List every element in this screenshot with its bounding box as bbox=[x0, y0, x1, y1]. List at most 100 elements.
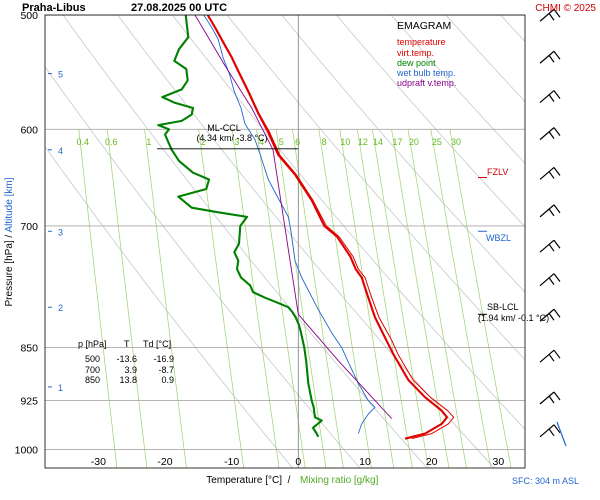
legend-item-temperature: temperature bbox=[397, 37, 446, 47]
mixing-ratio-line bbox=[391, 129, 450, 468]
datetime-title: 27.08.2025 00 UTC bbox=[131, 2, 227, 14]
altitude-tick-2: 2 bbox=[58, 303, 63, 313]
sfc-note: SFC: 304 m ASL bbox=[512, 476, 579, 486]
wind-barb-shaft bbox=[539, 50, 555, 64]
wind-barb-flag bbox=[548, 12, 555, 21]
wind-barb-flag bbox=[548, 94, 555, 102]
wind-barb bbox=[539, 166, 561, 180]
table-header-t: T bbox=[124, 339, 130, 349]
series-line-dew-point bbox=[157, 15, 323, 438]
wind-barb-shaft bbox=[539, 424, 555, 438]
temp-tick--10: -10 bbox=[224, 456, 239, 468]
wind-barb-shaft bbox=[539, 391, 555, 405]
y-axis-label: Pressure [hPa] / Altitude [km] bbox=[4, 177, 15, 306]
table-header-td: Td [°C] bbox=[143, 339, 171, 349]
pressure-tick-850: 850 bbox=[20, 343, 38, 355]
wind-barb-flag bbox=[548, 208, 555, 217]
wind-barb bbox=[539, 127, 561, 141]
wind-barb-flag bbox=[553, 273, 561, 283]
dry-adiabat bbox=[172, 15, 525, 430]
wind-barb-shaft bbox=[539, 273, 555, 287]
mixing-ratio-label: 30 bbox=[451, 137, 461, 147]
x-axis-label-mix: Mixing ratio [g/kg] bbox=[300, 475, 379, 486]
wind-barb bbox=[539, 421, 567, 447]
series-layer bbox=[157, 15, 455, 440]
mixing-ratio-label: 10 bbox=[340, 137, 350, 147]
wbzl-label: WBZL bbox=[486, 233, 511, 243]
wind-barb-shaft bbox=[539, 166, 555, 180]
pressure-tick-600: 600 bbox=[20, 124, 38, 136]
mixing-ratio-label: 0.4 bbox=[76, 137, 89, 147]
grid-layer bbox=[45, 15, 600, 468]
mixing-ratio-label: 12 bbox=[358, 137, 368, 147]
mixing-ratio-line bbox=[198, 129, 245, 468]
temp-tick--20: -20 bbox=[157, 456, 172, 468]
table-row-850-p: 850 bbox=[85, 375, 100, 385]
table-row-850-td: 0.9 bbox=[161, 375, 174, 385]
mixing-ratio-line bbox=[318, 129, 372, 468]
series-line-temperature bbox=[206, 15, 449, 440]
wind-barb bbox=[539, 90, 561, 104]
dry-adiabat bbox=[62, 15, 428, 468]
wind-barb-flag bbox=[548, 312, 555, 321]
dry-adiabat bbox=[555, 15, 600, 468]
wind-barb bbox=[539, 391, 561, 405]
wind-barb-shaft bbox=[539, 308, 555, 322]
wind-barb-flag bbox=[548, 243, 555, 252]
legend-title: EMAGRAM bbox=[397, 20, 451, 32]
wind-barb bbox=[539, 349, 561, 363]
station-title: Praha-Libus bbox=[22, 2, 86, 14]
mixing-ratio-line bbox=[407, 129, 467, 468]
series-line-wet-bulb-temp- bbox=[203, 15, 376, 434]
table-row-500-td: -16.9 bbox=[153, 354, 174, 364]
dry-adiabat bbox=[226, 15, 525, 361]
altitude-tick-5: 5 bbox=[58, 70, 63, 80]
wind-barb bbox=[539, 204, 561, 218]
series-line-udpraft-v-temp- bbox=[194, 15, 393, 419]
mixing-ratio-label: 20 bbox=[409, 137, 419, 147]
pressure-tick-500: 500 bbox=[20, 10, 38, 22]
mixing-ratio-label: 1 bbox=[146, 137, 151, 147]
table-row-700-td: -8.7 bbox=[158, 365, 174, 375]
wind-barb bbox=[539, 8, 561, 22]
dry-adiabat bbox=[281, 15, 525, 293]
table-row-500-p: 500 bbox=[85, 354, 100, 364]
y-axis-label-pressure: Pressure [hPa] bbox=[4, 240, 15, 306]
mixing-ratio-label: 14 bbox=[373, 137, 383, 147]
dry-adiabat bbox=[45, 66, 361, 468]
annotation-layer: 0.4 0.6 1 2 3 4 5 6 8 10 12 14 17 20 25 30 bbox=[76, 137, 487, 315]
pressure-tick-1000: 1000 bbox=[15, 444, 39, 456]
wind-barb-flag bbox=[553, 424, 561, 434]
mixing-ratio-line bbox=[371, 129, 429, 468]
temp-tick-20: 20 bbox=[426, 456, 438, 468]
mixing-ratio-line bbox=[231, 129, 280, 468]
mixing-ratio-label: 3 bbox=[234, 137, 239, 147]
wind-barb-shaft bbox=[539, 349, 555, 363]
mixing-ratio-label: 17 bbox=[392, 137, 402, 147]
mixing-ratio-label: 25 bbox=[432, 137, 442, 147]
table-row-850-t: 13.8 bbox=[119, 375, 137, 385]
wind-barb-flag bbox=[548, 131, 555, 139]
wind-barb-shaft bbox=[539, 127, 555, 141]
legend-item-updraft: udpraft v.temp. bbox=[397, 78, 456, 88]
wind-barb-flag bbox=[553, 167, 561, 176]
wind-barb-flag bbox=[548, 171, 555, 179]
table-row-700-t: 3.9 bbox=[124, 365, 137, 375]
altitude-tick-4: 4 bbox=[58, 146, 63, 156]
fzlv-label: FZLV bbox=[487, 167, 508, 177]
wind-barb-flag bbox=[553, 50, 561, 60]
wind-barb bbox=[539, 50, 561, 64]
series-line-virt-temp- bbox=[207, 15, 455, 440]
pressure-tick-925: 925 bbox=[20, 396, 38, 408]
wind-barb-flag bbox=[553, 8, 561, 18]
mixing-ratio-label: 2 bbox=[201, 137, 206, 147]
mixing-ratio-line bbox=[275, 129, 327, 468]
wind-barb-flag bbox=[553, 204, 561, 214]
table-row-700-p: 700 bbox=[85, 365, 100, 375]
mixing-ratio-line bbox=[292, 129, 344, 468]
wind-barb bbox=[539, 273, 561, 287]
temp-tick-0: 0 bbox=[295, 456, 301, 468]
wind-barb-shaft bbox=[539, 204, 555, 218]
